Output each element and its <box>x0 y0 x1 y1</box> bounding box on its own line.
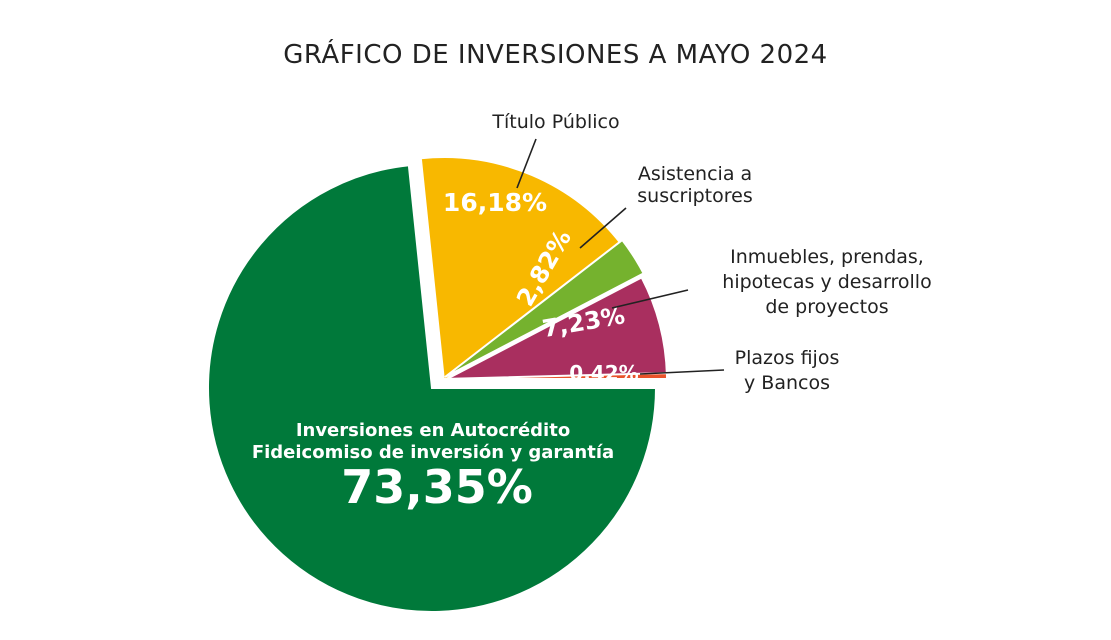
slice-label: de proyectos <box>765 296 888 318</box>
slice-label: Fideicomiso de inversión y garantía <box>252 442 614 463</box>
leader-line <box>516 138 537 189</box>
slice-label: Inversiones en Autocrédito <box>296 420 570 441</box>
slice-value-label: 0,42% <box>569 361 638 385</box>
slice-value-label: 73,35% <box>341 460 533 514</box>
pie-slice <box>419 155 623 383</box>
leader-line <box>611 289 689 309</box>
slice-label: suscriptores <box>637 185 753 207</box>
chart-title: GRÁFICO DE INVERSIONES A MAYO 2024 <box>283 40 828 70</box>
slice-value-label: 16,18% <box>443 188 547 217</box>
slice-label: Inmuebles, prendas, <box>730 246 924 268</box>
leader-line <box>639 369 725 375</box>
pie-slice <box>207 164 658 613</box>
leader-line <box>579 207 627 249</box>
slice-label: Asistencia a <box>638 163 752 185</box>
slice-label: y Bancos <box>744 372 830 394</box>
pie-slice <box>444 238 645 378</box>
slice-label: Plazos fijos <box>735 347 840 369</box>
slice-label: Título Público <box>491 111 619 133</box>
slice-label: hipotecas y desarrollo <box>722 271 931 293</box>
